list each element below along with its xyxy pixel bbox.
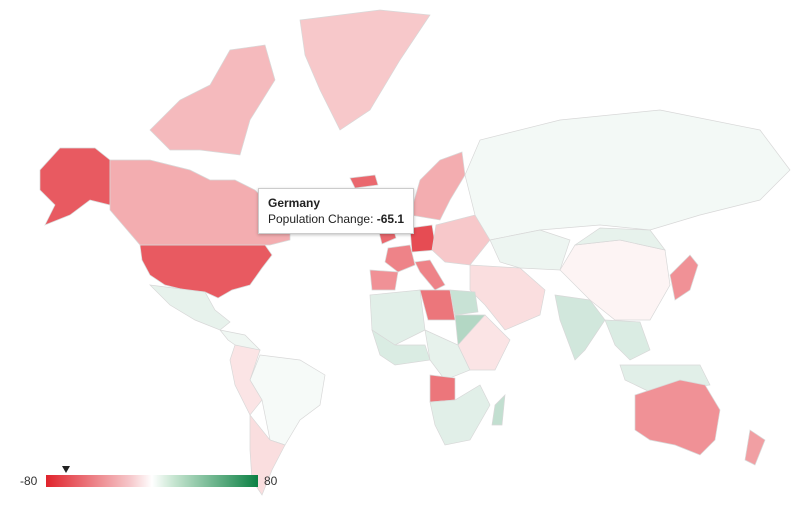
region-madagascar[interactable] bbox=[491, 394, 506, 426]
region-alaska[interactable] bbox=[39, 147, 111, 226]
legend-min: -80 bbox=[20, 474, 38, 488]
region-angola[interactable] bbox=[429, 374, 456, 403]
region-spain[interactable] bbox=[369, 269, 399, 291]
tooltip-label: Population Change: bbox=[268, 212, 377, 226]
region-united-states[interactable] bbox=[139, 244, 273, 299]
region-east-africa[interactable] bbox=[457, 314, 511, 371]
region-mexico[interactable] bbox=[149, 284, 231, 331]
tooltip: Germany Population Change: -65.1 bbox=[258, 188, 415, 234]
region-scandinavia[interactable] bbox=[409, 151, 466, 221]
region-japan[interactable] bbox=[669, 254, 699, 301]
region-argentina[interactable] bbox=[249, 414, 286, 496]
region-australia[interactable] bbox=[634, 379, 721, 456]
color-legend: -80 80 bbox=[20, 466, 300, 492]
region-libya[interactable] bbox=[419, 289, 456, 321]
region-india[interactable] bbox=[554, 294, 606, 361]
region-egypt[interactable] bbox=[449, 289, 479, 316]
region-italy[interactable] bbox=[414, 259, 446, 291]
region-central-africa[interactable] bbox=[424, 329, 471, 381]
region-southeast-asia[interactable] bbox=[604, 319, 651, 361]
region-mongolia[interactable] bbox=[574, 227, 666, 251]
region-russia[interactable] bbox=[464, 109, 791, 241]
tooltip-country: Germany bbox=[268, 196, 321, 210]
region-france[interactable] bbox=[384, 244, 416, 273]
legend-max: 80 bbox=[264, 474, 278, 488]
region-south-america-west[interactable] bbox=[229, 344, 263, 416]
legend-gradient-bar bbox=[46, 475, 258, 487]
region-iceland[interactable] bbox=[349, 174, 379, 189]
region-greenland[interactable] bbox=[299, 9, 431, 131]
region-north-west-africa[interactable] bbox=[369, 289, 426, 346]
tooltip-value: -65.1 bbox=[376, 212, 405, 226]
region-new-zealand[interactable] bbox=[744, 429, 766, 466]
region-canadian-arctic[interactable] bbox=[149, 44, 276, 156]
legend-marker-icon bbox=[61, 466, 70, 473]
region-southern-africa[interactable] bbox=[429, 384, 491, 446]
